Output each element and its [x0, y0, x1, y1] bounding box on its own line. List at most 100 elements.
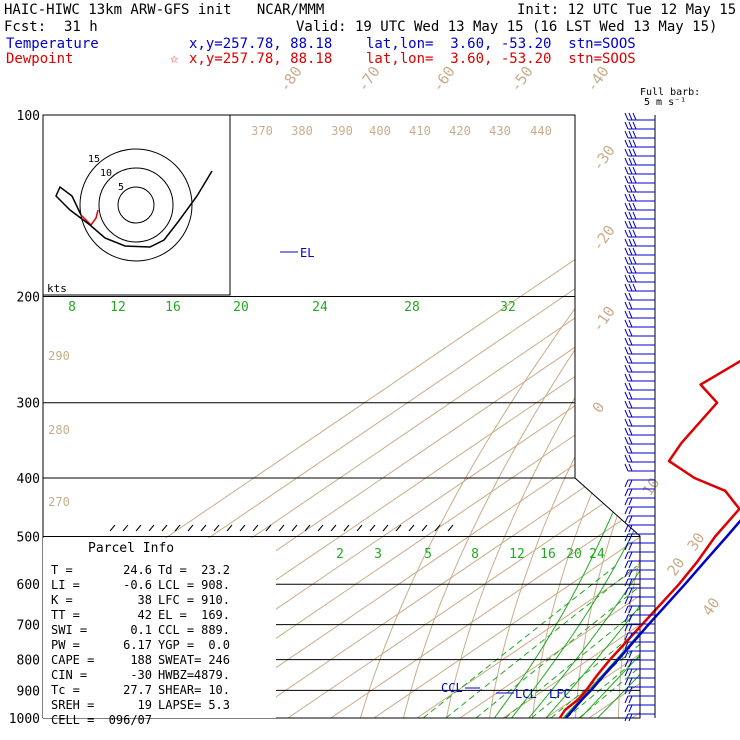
- hodograph-trace-low: [80, 209, 99, 227]
- theta-e-label: 12: [110, 300, 126, 315]
- wind-barb-flag: [632, 139, 637, 148]
- wind-barb-flag: [628, 409, 633, 418]
- parcel-key: LI =: [51, 578, 80, 592]
- parcel-key: CIN =: [51, 668, 87, 682]
- wind-barb-flag: [624, 391, 629, 400]
- sounding-traces: [558, 359, 740, 719]
- mixing-ratio-line: [475, 565, 640, 718]
- wind-barb-flag: [624, 436, 629, 445]
- mixing-ratio-line: [565, 565, 640, 718]
- hodograph-ring: [98, 167, 174, 243]
- wind-barb-flag: [632, 148, 637, 157]
- wind-barb-flag: [632, 256, 637, 265]
- wind-barb-flag: [628, 695, 633, 704]
- parcel-key: SWEAT=: [158, 653, 201, 667]
- wind-barb-flag: [628, 112, 633, 121]
- hatch-mark: [395, 524, 402, 532]
- isotherm: [225, 115, 640, 718]
- mixing-ratio-label: 3: [374, 547, 382, 562]
- wind-barb-flag: [628, 659, 633, 668]
- wind-barb-flag: [624, 497, 629, 506]
- isotherm-label: -70: [354, 63, 384, 96]
- wind-barb-flag: [628, 569, 633, 578]
- hatch-mark: [239, 524, 246, 532]
- wind-barb-flag: [624, 247, 629, 256]
- wind-barb-flag: [624, 184, 629, 193]
- theta-label: 440: [530, 124, 552, 138]
- wind-barb-flag: [628, 686, 633, 695]
- mixing-ratio-line: [531, 565, 640, 718]
- wind-barb-flag: [628, 479, 633, 488]
- isotherm: [43, 115, 640, 718]
- wind-barb-flag: [624, 202, 629, 211]
- wind-barb-flag: [624, 445, 629, 454]
- wind-barb-flag: [628, 524, 633, 533]
- pressure-tick-label: 700: [17, 619, 40, 634]
- barb-legend-units: 5 m s⁻¹: [644, 97, 686, 108]
- parcel-value: 23.2: [201, 563, 230, 577]
- parcel-value: 10.: [208, 683, 230, 697]
- wind-barb-flag: [624, 454, 629, 463]
- hodograph-ring-label: 15: [88, 154, 100, 165]
- mixing-ratio-label: 5: [424, 547, 432, 562]
- hatch-mark: [174, 524, 181, 532]
- parcel-key: SHEAR=: [158, 683, 201, 697]
- wind-barb-flag: [632, 265, 637, 274]
- parcel-value: 19: [138, 698, 152, 712]
- theta-label: 380: [291, 124, 313, 138]
- pressure-tick-label: 900: [17, 684, 40, 699]
- hatch-mark: [200, 524, 207, 532]
- wind-barb-flag: [628, 139, 633, 148]
- wind-barb-flag: [628, 310, 633, 319]
- isotherm: [440, 115, 640, 718]
- hatch-mark: [252, 524, 259, 532]
- fcst-label: Fcst:: [4, 19, 47, 35]
- wind-barb-flag: [632, 130, 637, 139]
- wind-barb-flag: [624, 677, 629, 686]
- parcel-value: 5.3: [208, 698, 230, 712]
- wind-barb-flag: [624, 614, 629, 623]
- wind-barb-flag: [632, 157, 637, 166]
- theta-e-label: 8: [68, 300, 76, 315]
- pressure-tick-label: 600: [17, 578, 40, 593]
- wind-barb-flag: [624, 551, 629, 560]
- wind-barb-flag: [632, 238, 637, 247]
- wind-barb-flag: [624, 587, 629, 596]
- wind-barb-flag: [624, 148, 629, 157]
- wind-barb-flag: [632, 175, 637, 184]
- parcel-value: 0.0: [208, 638, 230, 652]
- isotherm: [268, 115, 640, 718]
- wind-barb-flag: [628, 488, 633, 497]
- wind-barb-flag: [632, 229, 637, 238]
- parcel-box-bg: [43, 538, 276, 718]
- wind-barb-flag: [624, 238, 629, 247]
- wind-barb-flag: [628, 587, 633, 596]
- parcel-value: 169.: [201, 608, 230, 622]
- isotherm-label: 0: [589, 399, 609, 417]
- wind-barb-flag: [628, 605, 633, 614]
- mixing-ratio-label: 24: [589, 547, 605, 562]
- wind-barb-flag: [628, 713, 633, 722]
- wind-barb-flag: [628, 157, 633, 166]
- wind-barb-flag: [628, 292, 633, 301]
- wind-barb-flag: [628, 184, 633, 193]
- hodograph-units: kts: [47, 282, 67, 295]
- wind-barb-flag: [628, 650, 633, 659]
- parcel-key: CELL =: [51, 713, 94, 727]
- wind-barb-flag: [632, 193, 637, 202]
- wind-barb-flag: [628, 238, 633, 247]
- wind-barb-flag: [624, 121, 629, 130]
- wind-barb-flag: [624, 112, 629, 121]
- parcel-value: 4879.: [194, 668, 230, 682]
- wind-barb-flag: [628, 373, 633, 382]
- parcel-value: 188: [130, 653, 152, 667]
- wind-barb-flag: [624, 713, 629, 722]
- lfc-label: LFC: [549, 687, 571, 701]
- wind-barb-flag: [632, 283, 637, 292]
- hatch-mark: [434, 524, 441, 532]
- wind-barb-flag: [624, 130, 629, 139]
- wind-barb-flag: [624, 560, 629, 569]
- chart-title: HAIC-HIWC 13km ARW-GFS init NCAR/MMM: [4, 2, 325, 18]
- theta-label: 270: [48, 495, 70, 509]
